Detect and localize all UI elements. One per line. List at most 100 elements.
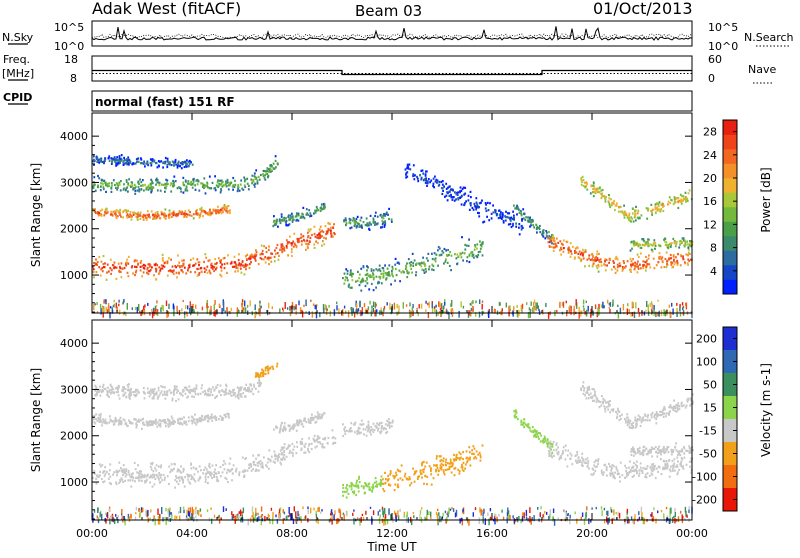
echo-cell-0 — [134, 266, 136, 268]
echo-cell-0 — [325, 237, 327, 239]
echo-cell-2 — [232, 186, 234, 188]
echo-cell-0 — [307, 232, 309, 234]
echo-cell-0 — [317, 242, 319, 244]
echo-cell-6 — [347, 279, 349, 281]
echo-cell-4 — [296, 430, 298, 432]
echo-cell-11 — [647, 244, 649, 246]
echo-cell-0 — [169, 471, 171, 473]
echo-cell-2 — [220, 394, 222, 396]
echo-cell-8 — [521, 214, 523, 216]
echo-cell-7 — [505, 219, 507, 221]
echo-cell-10 — [673, 203, 675, 205]
echo-cell-10 — [613, 200, 615, 202]
echo-cell-9 — [610, 469, 612, 471]
echo-cell-0 — [145, 475, 147, 477]
echo-cell-7 — [445, 459, 447, 461]
echo-cell-8 — [524, 422, 526, 424]
echo-cell-10 — [667, 203, 669, 205]
echo-cell-2 — [128, 394, 130, 396]
echo-cell-6 — [435, 257, 437, 259]
echo-cell-1 — [179, 422, 181, 424]
echo-cell-6 — [388, 264, 390, 266]
echo-cell-1 — [136, 421, 138, 423]
echo-cell-9 — [638, 475, 640, 477]
echo-cell-7 — [473, 445, 475, 447]
echo-cell-7 — [404, 473, 406, 475]
echo-cell-0 — [140, 266, 142, 268]
echo-cell-0 — [121, 276, 123, 278]
echo-cell-9 — [613, 266, 615, 268]
noise-right-tick-bottom: 10^0 — [708, 40, 738, 53]
echo-cell-0 — [154, 483, 156, 485]
echo-cell-2 — [170, 190, 172, 192]
echo-cell-5 — [361, 424, 363, 426]
echo-cell-2 — [140, 185, 142, 187]
echo-cell-2 — [267, 176, 269, 178]
echo-cell-1 — [183, 216, 185, 218]
echo-cell-2 — [219, 390, 221, 392]
echo-cell-9 — [627, 260, 629, 262]
echo-cell-1 — [100, 213, 102, 215]
echo-cell-6 — [474, 244, 476, 246]
clutter-cell — [207, 306, 208, 308]
echo-cell-9 — [600, 258, 602, 260]
echo-cell-0 — [161, 264, 163, 266]
clutter-cell — [463, 306, 464, 309]
echo-cell-2 — [232, 189, 234, 191]
echo-cell-2 — [142, 179, 144, 181]
clutter-cell — [441, 303, 442, 306]
echo-cell-2 — [233, 389, 235, 391]
beam-label: Beam 03 — [355, 2, 422, 20]
clutter-cell — [635, 302, 636, 309]
echo-cell-2 — [148, 189, 150, 191]
echo-cell-9 — [566, 241, 568, 243]
clutter-cell — [223, 308, 224, 311]
echo-cell-2 — [196, 384, 198, 386]
echo-cell-2 — [169, 389, 171, 391]
echo-cell-1 — [226, 208, 228, 210]
clutter-cell — [397, 304, 398, 308]
clutter-cell — [394, 303, 395, 310]
clutter-cell — [559, 302, 560, 308]
echo-cell-2 — [255, 178, 257, 180]
echo-cell-9 — [659, 252, 661, 254]
y-tick-label: 1000 — [60, 269, 88, 282]
echo-cell-1 — [110, 211, 112, 213]
echo-cell-6 — [426, 257, 428, 259]
echo-cell-0 — [141, 275, 143, 277]
echo-cell-6 — [342, 277, 344, 279]
echo-cell-9 — [553, 243, 555, 245]
echo-cell-9 — [571, 454, 573, 456]
echo-cell-7 — [445, 464, 447, 466]
echo-cell-5 — [376, 422, 378, 424]
echo-cell-6 — [424, 272, 426, 274]
echo-cell-9 — [608, 262, 610, 264]
clutter-cell — [147, 303, 148, 306]
echo-cell-0 — [158, 465, 160, 467]
echo-cell-10 — [633, 220, 635, 222]
echo-cell-2 — [212, 386, 214, 388]
echo-cell-10 — [650, 204, 652, 206]
echo-cell-1 — [186, 216, 188, 218]
echo-cell-6 — [436, 254, 438, 256]
echo-cell-2 — [150, 183, 152, 185]
echo-cell-2 — [127, 386, 129, 388]
echo-cell-7 — [474, 448, 476, 450]
echo-cell-10 — [686, 198, 688, 200]
clutter-cell — [531, 302, 532, 306]
echo-cell-2 — [197, 183, 199, 185]
clutter-cell — [443, 305, 444, 309]
echo-cell-9 — [640, 252, 642, 254]
echo-cell-6 — [356, 480, 358, 482]
echo-cell-2 — [224, 184, 226, 186]
echo-cell-0 — [118, 482, 120, 484]
echo-cell-1 — [171, 213, 173, 215]
echo-cell-1 — [106, 422, 108, 424]
echo-cell-1 — [127, 213, 129, 215]
echo-cell-2 — [145, 188, 147, 190]
echo-cell-11 — [658, 244, 660, 246]
echo-cell-0 — [123, 468, 125, 470]
echo-cell-0 — [190, 478, 192, 480]
echo-cell-7 — [436, 457, 438, 459]
echo-cell-3 — [169, 163, 171, 165]
